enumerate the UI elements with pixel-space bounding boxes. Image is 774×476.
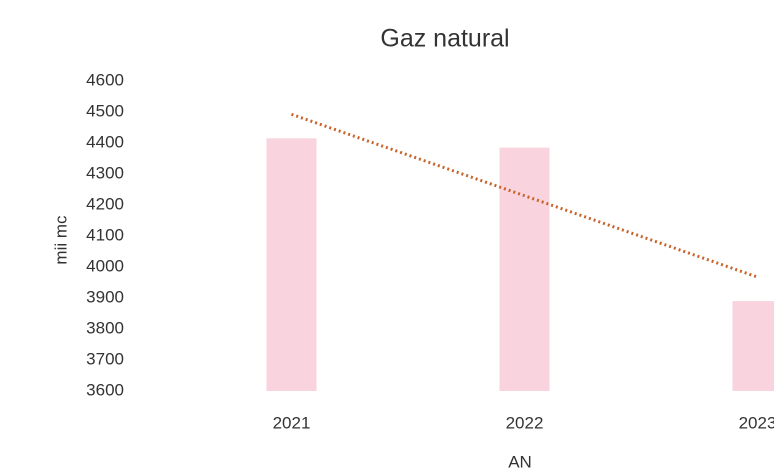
y-axis-label: mii mc bbox=[51, 215, 70, 265]
bar bbox=[266, 138, 317, 391]
bar bbox=[499, 147, 550, 391]
y-tick-label: 3900 bbox=[86, 287, 124, 306]
x-tick-label: 2021 bbox=[273, 413, 311, 432]
y-tick-label: 4400 bbox=[86, 132, 124, 151]
y-tick-label: 3600 bbox=[86, 380, 124, 399]
y-tick-label: 4000 bbox=[86, 256, 124, 275]
y-tick-label: 4500 bbox=[86, 101, 124, 120]
chart-title: Gaz natural bbox=[380, 25, 509, 53]
y-tick-label: 4100 bbox=[86, 225, 124, 244]
x-tick-label: 2022 bbox=[506, 413, 544, 432]
y-tick-label: 4600 bbox=[86, 70, 124, 89]
x-axis-label: AN bbox=[508, 452, 532, 471]
y-tick-label: 4200 bbox=[86, 194, 124, 213]
bar bbox=[732, 301, 774, 391]
trendline bbox=[291, 112, 758, 279]
y-tick-label: 3800 bbox=[86, 318, 124, 337]
y-tick-label: 3700 bbox=[86, 349, 124, 368]
y-tick-label: 4300 bbox=[86, 163, 124, 182]
x-tick-label: 2023 bbox=[739, 413, 774, 432]
